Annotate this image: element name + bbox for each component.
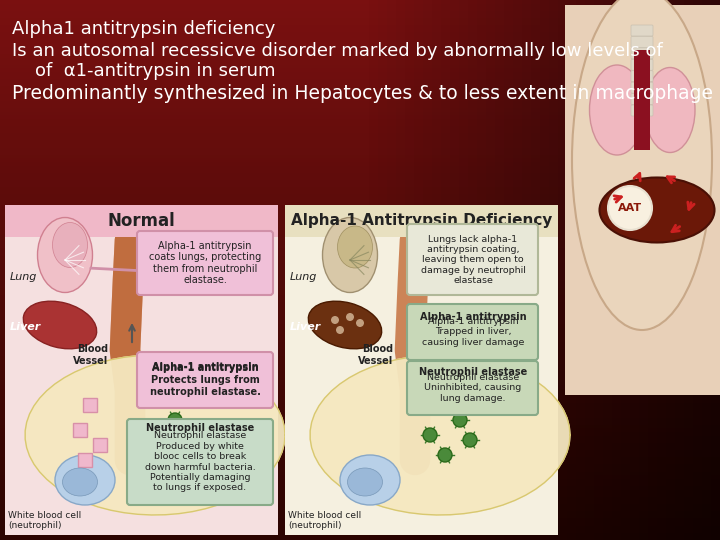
Text: Blood
Vessel: Blood Vessel — [73, 344, 108, 366]
Circle shape — [463, 433, 477, 447]
Text: Lung: Lung — [290, 272, 318, 282]
Text: Normal: Normal — [107, 212, 176, 230]
FancyBboxPatch shape — [631, 93, 653, 105]
Circle shape — [356, 319, 364, 327]
Text: Neutrophil elastase
Uninhibited, causing
lung damage.: Neutrophil elastase Uninhibited, causing… — [424, 373, 521, 403]
Ellipse shape — [37, 218, 92, 293]
Ellipse shape — [340, 455, 400, 505]
FancyBboxPatch shape — [127, 419, 273, 505]
Ellipse shape — [590, 65, 644, 155]
FancyBboxPatch shape — [83, 398, 97, 412]
Text: (neutrophil): (neutrophil) — [288, 521, 341, 530]
Text: Alpha-1 antitrypsin
Protects lungs from
neutrophil elastase.: Alpha-1 antitrypsin Protects lungs from … — [150, 363, 261, 396]
Text: Is an autosomal recessicve disorder marked by abnormally low levels of: Is an autosomal recessicve disorder mark… — [12, 42, 662, 60]
Text: Liver: Liver — [290, 322, 321, 332]
Text: White blood cell: White blood cell — [8, 511, 81, 520]
FancyBboxPatch shape — [407, 304, 538, 360]
Text: Alpha-1 antitrypsin: Alpha-1 antitrypsin — [420, 312, 526, 322]
Text: Alpha-1 antitrypsin: Alpha-1 antitrypsin — [152, 362, 258, 372]
Circle shape — [608, 186, 652, 230]
Circle shape — [148, 393, 162, 407]
Text: Neutrophil elastase: Neutrophil elastase — [419, 367, 527, 377]
Circle shape — [433, 393, 447, 407]
Circle shape — [178, 433, 192, 447]
FancyBboxPatch shape — [631, 25, 653, 36]
Text: of  α1-antitrypsin in serum: of α1-antitrypsin in serum — [12, 62, 276, 80]
FancyBboxPatch shape — [631, 71, 653, 82]
Text: AAT: AAT — [618, 203, 642, 213]
Ellipse shape — [572, 0, 712, 330]
Ellipse shape — [308, 301, 382, 349]
FancyBboxPatch shape — [407, 361, 538, 415]
FancyBboxPatch shape — [407, 224, 538, 295]
Ellipse shape — [23, 301, 96, 349]
FancyBboxPatch shape — [631, 59, 653, 70]
Text: Predominantly synthesized in Hepatocytes & to less extent in macrophage: Predominantly synthesized in Hepatocytes… — [12, 84, 713, 103]
Circle shape — [138, 428, 152, 442]
Ellipse shape — [600, 178, 714, 242]
FancyBboxPatch shape — [78, 453, 92, 467]
FancyBboxPatch shape — [631, 82, 653, 93]
Text: Neutrophil elastase: Neutrophil elastase — [146, 423, 254, 433]
Ellipse shape — [338, 226, 372, 268]
FancyBboxPatch shape — [631, 105, 653, 116]
FancyBboxPatch shape — [93, 438, 107, 452]
FancyBboxPatch shape — [73, 423, 87, 437]
Circle shape — [346, 313, 354, 321]
Text: Alpha1 antitrypsin deficiency: Alpha1 antitrypsin deficiency — [12, 20, 275, 38]
Polygon shape — [310, 355, 570, 515]
Ellipse shape — [55, 455, 115, 505]
Circle shape — [423, 428, 437, 442]
FancyBboxPatch shape — [631, 36, 653, 48]
Ellipse shape — [348, 468, 382, 496]
Ellipse shape — [63, 468, 97, 496]
Text: Alpha-1 Antitrypsin Deficiency: Alpha-1 Antitrypsin Deficiency — [291, 213, 552, 228]
Ellipse shape — [53, 222, 88, 267]
Text: Lungs lack alpha-1
antitrypsin coating,
leaving them open to
damage by neutrophi: Lungs lack alpha-1 antitrypsin coating, … — [420, 235, 526, 285]
Text: Blood
Vessel: Blood Vessel — [358, 344, 393, 366]
Polygon shape — [25, 355, 285, 515]
FancyBboxPatch shape — [137, 231, 273, 295]
Circle shape — [331, 316, 339, 324]
Text: Alpha-1 antitrypsin
Trapped in liver,
causing liver damage: Alpha-1 antitrypsin Trapped in liver, ca… — [422, 317, 524, 347]
Text: Lung: Lung — [10, 272, 37, 282]
Circle shape — [336, 326, 344, 334]
FancyBboxPatch shape — [137, 352, 273, 408]
Text: Alpha-1 antitrypsin
coats lungs, protecting
them from neutrophil
elastase.: Alpha-1 antitrypsin coats lungs, protect… — [149, 241, 261, 286]
Circle shape — [153, 448, 167, 462]
Circle shape — [438, 448, 452, 462]
Text: Liver: Liver — [10, 322, 41, 332]
Text: (neutrophil): (neutrophil) — [8, 521, 61, 530]
Text: White blood cell: White blood cell — [288, 511, 361, 520]
Circle shape — [168, 413, 182, 427]
FancyBboxPatch shape — [631, 48, 653, 59]
Circle shape — [453, 413, 467, 427]
Ellipse shape — [645, 68, 695, 152]
Ellipse shape — [323, 218, 377, 293]
Text: Neutrophil elastase
Produced by white
blooc cells to break
down harmful bacteria: Neutrophil elastase Produced by white bl… — [145, 431, 256, 492]
